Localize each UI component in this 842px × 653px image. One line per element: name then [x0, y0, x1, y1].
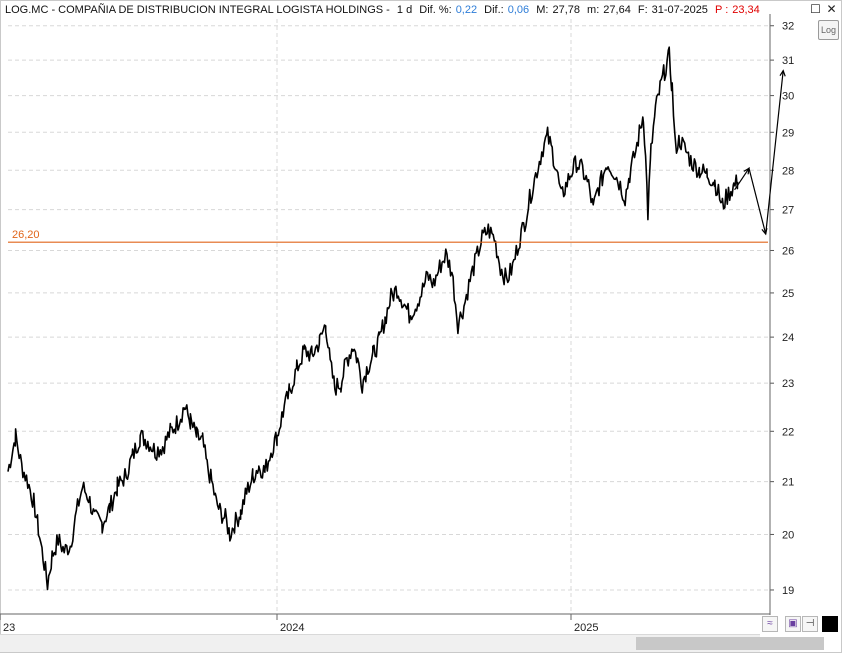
p-value: 23,34 [732, 4, 760, 16]
p-label: P : [715, 4, 729, 16]
annotations: 26,20 [8, 69, 786, 243]
y-tick-label: 30 [782, 91, 794, 103]
support-line-label: 26,20 [12, 229, 40, 241]
y-tick-label: 28 [782, 165, 794, 177]
dif-label: Dif.: [484, 4, 504, 16]
y-tick-label: 20 [782, 529, 794, 541]
price-series [7, 46, 739, 591]
dif-pct-value: 0,22 [455, 4, 478, 16]
grid [8, 19, 770, 613]
y-tick-label: 19 [782, 585, 794, 597]
period-label: 1 d [396, 4, 413, 16]
y-tick-label: 32 [782, 21, 794, 33]
min-label: m: [587, 4, 600, 16]
horizontal-scrollbar[interactable] [0, 634, 824, 652]
x-tick-label: 2024 [280, 622, 304, 634]
dif-pct-label: Dif. %: [419, 4, 452, 16]
y-tick-label: 25 [782, 288, 794, 300]
y-tick-label: 24 [782, 332, 794, 344]
projection-arrowhead [761, 227, 768, 236]
maximize-icon[interactable]: ☐ [810, 2, 821, 16]
ticker-title: LOG.MC - COMPAÑIA DE DISTRIBUCION INTEGR… [5, 4, 390, 16]
x-tick-label: 2025 [574, 622, 598, 634]
max-label: M: [536, 4, 549, 16]
y-tick-label: 29 [782, 127, 794, 139]
save-icon[interactable]: ▣ [785, 616, 801, 632]
color-swatch-icon[interactable] [822, 616, 838, 632]
pin-icon[interactable]: ⊣ [802, 616, 818, 632]
y-tick-label: 31 [782, 55, 794, 67]
y-tick-label: 26 [782, 245, 794, 257]
zoom-icon[interactable]: ≈ [762, 616, 778, 632]
x-tick-label: 23 [3, 622, 15, 634]
projection-polyline[interactable] [734, 70, 784, 235]
scrollbar-thumb[interactable] [636, 637, 824, 650]
y-tick-label: 21 [782, 477, 794, 489]
dif-value: 0,06 [507, 4, 530, 16]
chart-header: LOG.MC - COMPAÑIA DE DISTRIBUCION INTEGR… [5, 2, 764, 18]
min-value: 27,64 [603, 4, 631, 16]
axes: 19 20 21 22 23 24 25 26 27 28 29 30 31 32 23 2024 2025 [0, 14, 794, 634]
max-value: 27,78 [552, 4, 580, 16]
date-label: F: [637, 4, 648, 16]
log-scale-button[interactable]: Log [818, 20, 839, 40]
date-value: 31-07-2025 [651, 4, 708, 16]
y-tick-label: 23 [782, 378, 794, 390]
projection-arrowhead [779, 69, 786, 77]
close-icon[interactable]: ✕ [826, 2, 837, 16]
y-tick-label: 27 [782, 205, 794, 217]
price-line [7, 46, 739, 591]
projection-arrowhead [743, 167, 750, 175]
y-tick-label: 22 [782, 426, 794, 438]
